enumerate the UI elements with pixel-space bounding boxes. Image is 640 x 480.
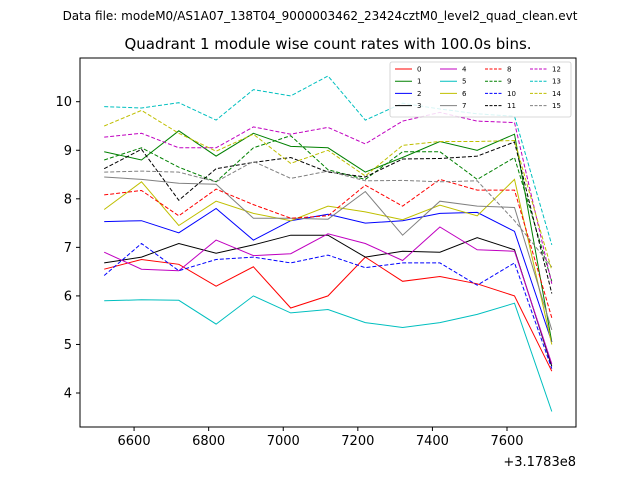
x-offset-label: +3.1783e8 (503, 455, 576, 470)
plot-frame (79, 57, 577, 428)
legend-label-module-13: 13 (552, 78, 561, 86)
series-line-module-13 (104, 75, 553, 246)
legend-label-module-9: 9 (507, 78, 511, 86)
series-line-module-4 (103, 226, 553, 365)
legend-label-module-6: 6 (462, 90, 467, 98)
legend-label-module-1: 1 (417, 78, 421, 86)
legend-label-module-10: 10 (507, 90, 516, 98)
series-line-module-3 (104, 234, 553, 367)
series-line-module-15 (104, 160, 553, 268)
series-line-module-9 (104, 135, 553, 282)
series-line-module-11 (103, 141, 553, 294)
x-tick-label: 7600 (490, 434, 523, 449)
legend-label-module-11: 11 (507, 102, 516, 110)
legend-label-module-14: 14 (552, 90, 561, 98)
series-line-module-14 (104, 109, 553, 271)
legend-label-module-4: 4 (462, 66, 467, 74)
legend-label-module-7: 7 (462, 102, 466, 110)
chart-title: Quadrant 1 module wise count rates with … (124, 35, 531, 53)
legend-label-module-12: 12 (552, 66, 561, 74)
x-tick-label: 7000 (267, 434, 300, 449)
axis-ticks: 6600 6800 7000 7200 7400 7600 4 5 6 7 8 9 10 (55, 95, 523, 449)
y-tick-label: 5 (64, 338, 72, 353)
x-tick-label: 6600 (118, 434, 151, 449)
y-tick-label: 8 (64, 192, 72, 207)
series-line-module-5 (104, 295, 553, 412)
series-line-module-7 (104, 176, 553, 331)
x-tick-label: 6800 (192, 434, 225, 449)
series-line-module-8 (104, 178, 553, 318)
series-line-module-0 (104, 256, 553, 372)
series-line-module-2 (104, 207, 553, 343)
y-tick-label: 4 (64, 387, 72, 402)
x-tick-label: 7400 (416, 434, 449, 449)
legend-label-module-15: 15 (552, 102, 561, 110)
legend-label-module-2: 2 (417, 90, 421, 98)
series-line-module-10 (103, 242, 553, 369)
y-tick-label: 7 (64, 241, 72, 256)
x-tick-label: 7200 (341, 434, 374, 449)
y-tick-label: 6 (64, 289, 72, 304)
file-suptitle: Data file: modeM0/AS1A07_138T04_90000034… (63, 9, 578, 23)
series-line-module-1 (104, 130, 553, 343)
legend-label-module-8: 8 (507, 66, 511, 74)
legend-label-module-5: 5 (462, 78, 466, 86)
y-tick-label: 10 (55, 95, 72, 110)
y-tick-label: 9 (64, 144, 72, 159)
legend-frame (389, 61, 572, 118)
legend-label-module-0: 0 (417, 66, 421, 74)
legend-label-module-3: 3 (417, 102, 421, 110)
series-layer (103, 75, 553, 412)
series-line-module-6 (103, 178, 553, 345)
